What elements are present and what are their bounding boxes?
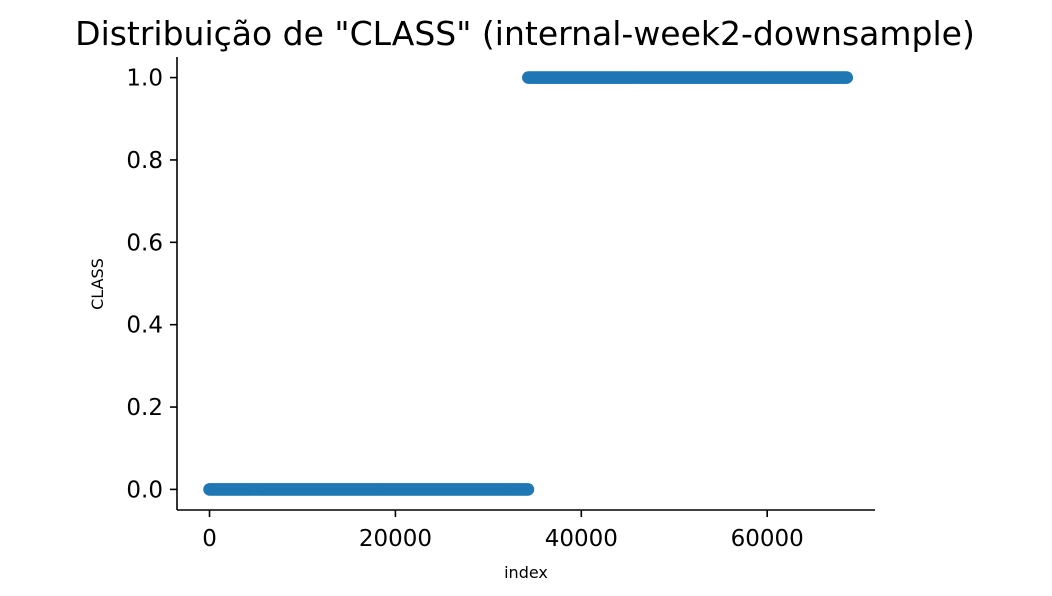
x-axis-label: index [504,563,548,582]
scatter-point [521,483,535,496]
x-tick-label: 60000 [731,526,804,552]
chart-title: Distribuição de "CLASS" (internal-week2-… [75,14,975,53]
y-tick-label: 0.4 [126,313,163,339]
x-axis-ticks: 0 20000 40000 60000 [202,510,804,552]
y-tick-label: 0.6 [126,230,163,256]
y-tick-label: 0.8 [126,148,163,174]
y-tick-label: 0.2 [126,395,163,421]
scatter-point [840,71,854,84]
x-tick-label: 40000 [545,526,618,552]
scatter-points [203,71,854,496]
x-tick-label: 20000 [359,526,432,552]
y-axis-label: CLASS [88,258,107,310]
y-tick-label: 1.0 [126,66,163,92]
y-axis-ticks: 0.0 0.2 0.4 0.6 0.8 1.0 [126,66,177,503]
y-tick-label: 0.0 [126,477,163,503]
x-tick-label: 0 [202,526,217,552]
